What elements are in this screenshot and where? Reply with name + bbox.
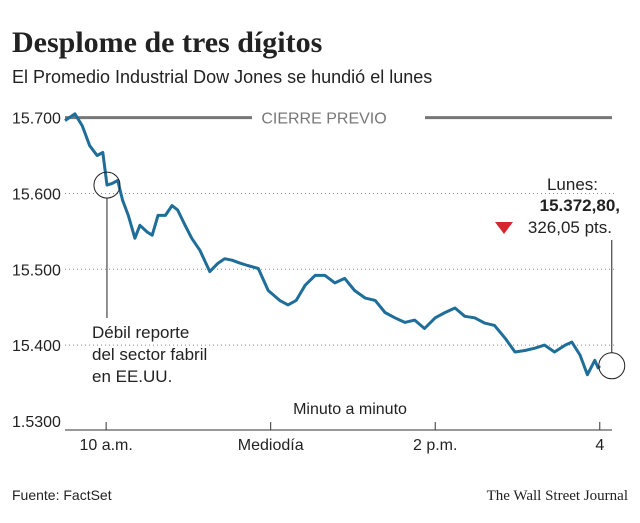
chart-subtitle: El Promedio Industrial Dow Jones se hund… <box>12 67 432 87</box>
price-line <box>64 112 601 377</box>
y-tick-label: 15.500 <box>12 262 61 279</box>
x-axis-label: Minuto a minuto <box>293 401 407 418</box>
y-tick-label: 15.400 <box>12 338 61 355</box>
annotation-text: del sector fabril <box>92 345 207 364</box>
credit: The Wall Street Journal <box>487 488 628 504</box>
chart-title: Desplome de tres dígitos <box>12 26 322 59</box>
annotation-circle <box>598 352 626 380</box>
annotation-text: 326,05 pts. <box>528 218 612 237</box>
x-tick-label: Mediodía <box>238 437 304 454</box>
x-tick-label: 10 a.m. <box>79 437 132 454</box>
annotation-text: 15.372,80, <box>540 196 620 215</box>
y-tick-label: 15.700 <box>12 111 61 128</box>
down-triangle <box>495 222 513 234</box>
annotation-text: Débil reporte <box>92 323 189 342</box>
source: Fuente: FactSet <box>12 487 112 503</box>
annotation-text: Lunes: <box>547 175 598 194</box>
x-tick-label: 4 <box>595 437 604 454</box>
y-tick-label: 15.600 <box>12 186 61 203</box>
x-tick-label: 2 p.m. <box>413 437 457 454</box>
reference-label: CIERRE PREVIO <box>261 111 386 128</box>
annotation-text: en EE.UU. <box>92 367 172 386</box>
y-tick-label: 1.5300 <box>12 414 61 431</box>
